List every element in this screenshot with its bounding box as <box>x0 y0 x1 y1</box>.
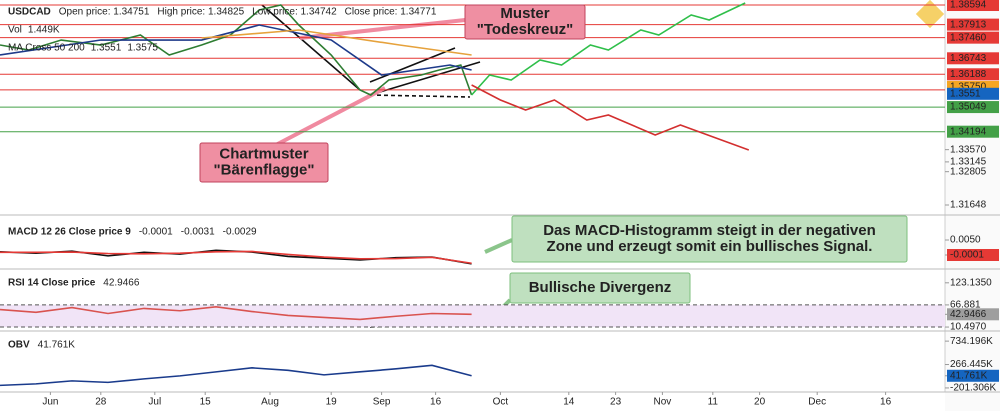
indicator-label: MA Cross 50 200 <box>8 43 85 54</box>
x-tick-label: Sep <box>373 397 391 408</box>
indicator-label: 1.449K <box>28 25 60 36</box>
y-tick-label: 41.761K <box>950 370 988 381</box>
tick-label-bg <box>947 0 999 12</box>
tick-label-bg <box>947 68 999 81</box>
annotation-box <box>511 215 908 263</box>
price-marker <box>947 87 999 100</box>
indicator-label: 1.3575 <box>127 43 158 54</box>
y-tick-label: 1.35049 <box>950 102 987 113</box>
annotation-text: Muster <box>500 5 549 22</box>
series-line <box>201 29 472 56</box>
y-tick-label: -201.306K <box>950 383 996 394</box>
annotation-text: Bullische Divergenz <box>529 279 672 296</box>
panel-title: USDCAD <box>8 7 51 18</box>
annotation-text: "Bärenflagge" <box>214 161 315 178</box>
panel-info: -0.0029 <box>223 227 257 238</box>
y-tick-label: 1.38594 <box>950 0 987 11</box>
x-tick-label: Oct <box>493 397 509 408</box>
x-tick-label: Dec <box>808 397 826 408</box>
y-tick-label: 1.37913 <box>950 19 987 30</box>
tick-label-bg <box>947 52 999 65</box>
panel-info: 41.761K <box>38 340 76 351</box>
y-tick-label: 42.9466 <box>950 309 987 320</box>
series-line <box>0 306 472 321</box>
series-line <box>471 2 746 96</box>
x-tick-label: 28 <box>95 397 107 408</box>
annotation-text: "Todeskreuz" <box>477 21 573 38</box>
tick-label-bg <box>947 369 999 382</box>
indicator-label: Vol <box>8 25 22 36</box>
panel-info: Close price: 1.34771 <box>345 7 437 18</box>
annotation-text: Chartmuster <box>219 145 308 162</box>
panel-info: 42.9466 <box>103 278 140 289</box>
price-marker-label: 1.35750 <box>950 82 987 93</box>
y-tick-label: 1.37460 <box>950 32 987 43</box>
x-tick-label: 16 <box>430 397 442 408</box>
tick-label-bg <box>947 31 999 44</box>
indicator-label: 1.3551 <box>91 43 122 54</box>
logo <box>915 0 945 29</box>
y-tick-label: 1.31648 <box>950 200 987 211</box>
x-tick-label: Nov <box>654 397 672 408</box>
tick-label-bg <box>947 308 999 321</box>
x-tick-label: Jun <box>42 397 58 408</box>
y-tick-label: 1.36188 <box>950 69 987 80</box>
price-marker-label: 1.3551 <box>950 88 981 99</box>
y-tick-label: 1.36743 <box>950 53 987 64</box>
panel-title: OBV <box>8 340 30 351</box>
x-tick-label: 11 <box>708 397 719 408</box>
pointer <box>484 238 513 254</box>
y-tick-label: 1.33570 <box>950 144 987 155</box>
x-tick-label: 20 <box>754 397 766 408</box>
tick-label-bg <box>947 101 999 114</box>
y-tick-label: -0.0001 <box>950 250 984 261</box>
panel-info: Open price: 1.34751 <box>59 7 150 18</box>
y-tick-label: 1.32805 <box>950 166 987 177</box>
pointer <box>269 86 386 150</box>
panel-info: High price: 1.34825 <box>157 7 244 18</box>
trend-line <box>261 4 361 91</box>
series-line <box>0 24 472 76</box>
series-line <box>0 4 473 96</box>
y-tick-label: 1.34194 <box>950 126 987 137</box>
x-tick-label: 16 <box>880 397 892 408</box>
y-tick-label: 734.196K <box>950 336 993 347</box>
x-tick-label: 19 <box>326 397 338 408</box>
panel-info: Low price: 1.34742 <box>252 7 337 18</box>
panel-info: -0.0001 <box>139 227 173 238</box>
x-tick-label: Jul <box>148 397 161 408</box>
panel-info: -0.0031 <box>181 227 215 238</box>
series-line <box>0 364 472 387</box>
flag-line <box>369 47 456 83</box>
annotation-box <box>199 142 329 183</box>
y-tick-label: 10.4970 <box>950 322 987 333</box>
y-tick-label: 0.0050 <box>950 235 981 246</box>
support-line <box>369 94 471 98</box>
panel-title: MACD 12 26 Close price 9 <box>8 227 131 238</box>
tick-label-bg <box>947 18 999 31</box>
y-tick-label: 66.881 <box>950 300 981 311</box>
annotation-box <box>464 4 586 40</box>
series-line <box>0 250 472 265</box>
x-tick-label: Aug <box>261 397 279 408</box>
y-tick-label: 266.445K <box>950 359 993 370</box>
annotation-text: Das MACD-Histogramm steigt in der negati… <box>543 222 876 239</box>
annotation-text: Zone und erzeugt somit ein bullisches Si… <box>547 238 873 255</box>
x-tick-label: 23 <box>610 397 622 408</box>
tick-label-bg <box>947 249 999 261</box>
tick-label-bg <box>947 125 999 138</box>
annotation-box <box>509 272 691 304</box>
y-tick-label: 1.33145 <box>950 157 987 168</box>
x-tick-label: 15 <box>200 397 212 408</box>
panel-title: RSI 14 Close price <box>8 278 96 289</box>
series-line <box>471 84 750 151</box>
x-tick-label: 14 <box>563 397 575 408</box>
rsi-band <box>0 304 945 328</box>
y-tick-label: 123.1350 <box>950 277 992 288</box>
